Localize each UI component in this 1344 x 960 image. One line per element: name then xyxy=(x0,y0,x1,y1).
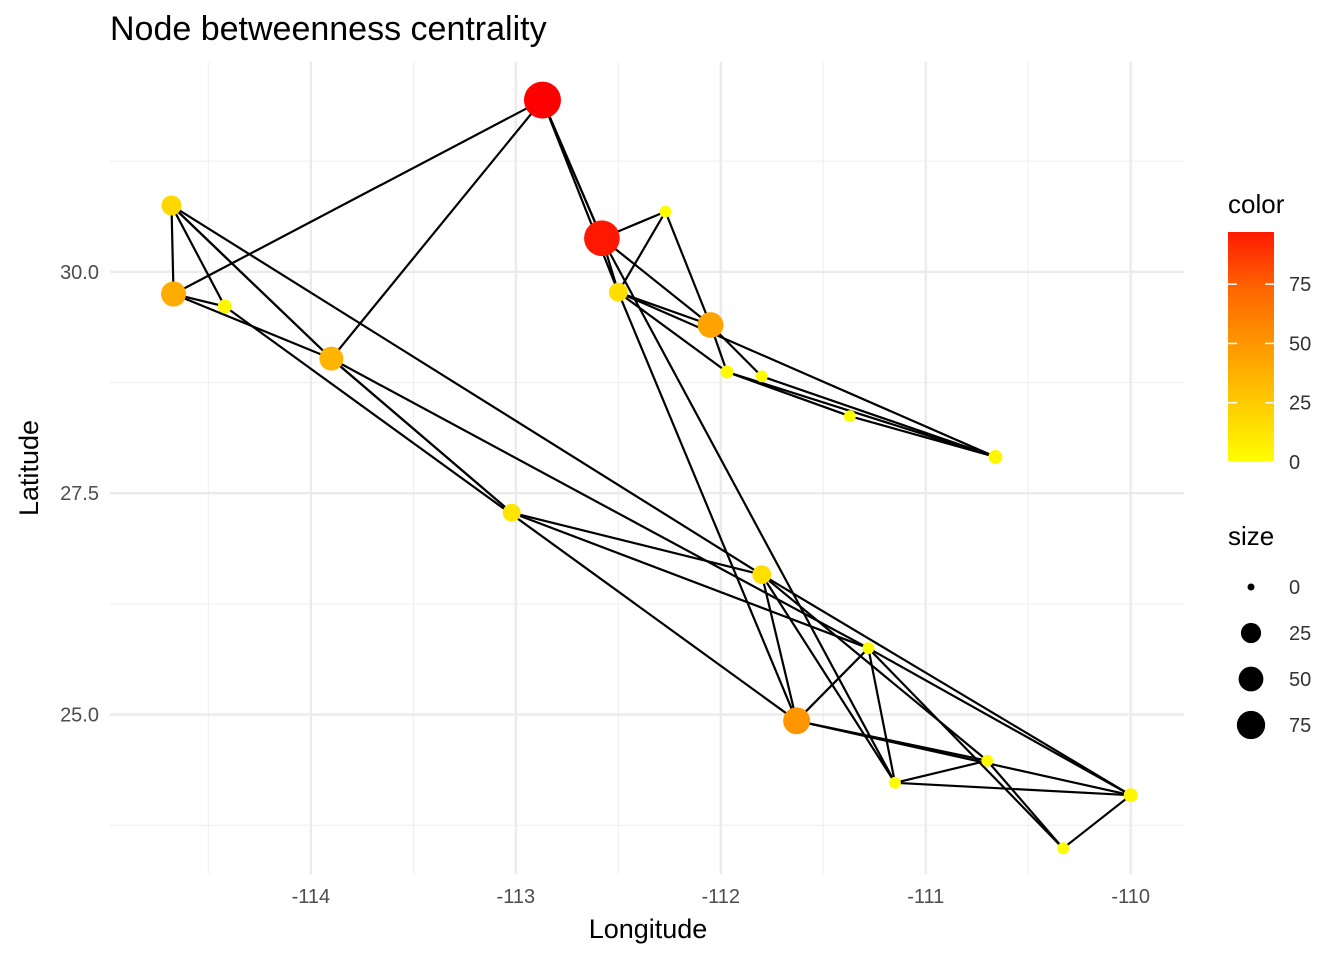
size-legend-title: size xyxy=(1228,521,1274,551)
x-tick-labels: -114 -113 -112 -111 -110 xyxy=(292,886,1150,908)
edge xyxy=(867,647,897,784)
x-tick-label: -112 xyxy=(702,886,741,908)
edge xyxy=(617,291,798,722)
edge xyxy=(760,574,896,784)
node-point xyxy=(720,365,734,379)
node-point xyxy=(755,370,768,383)
edge xyxy=(330,357,513,514)
colorbar-tick-label: 0 xyxy=(1289,452,1300,474)
node-point xyxy=(862,642,875,655)
color-legend-title: color xyxy=(1228,189,1285,219)
edge xyxy=(986,759,1064,850)
node-point xyxy=(160,281,187,307)
edge xyxy=(617,211,667,293)
edge xyxy=(894,759,988,784)
colorbar-tick-label: 75 xyxy=(1289,274,1311,296)
colorbar-tick-label: 50 xyxy=(1289,333,1311,355)
edge xyxy=(173,99,543,295)
nodes xyxy=(160,81,1138,855)
edge xyxy=(617,291,728,373)
node-point xyxy=(1057,842,1069,855)
size-legend: 0 25 50 75 xyxy=(1236,577,1311,740)
node-point xyxy=(659,205,672,218)
x-tick-label: -113 xyxy=(497,886,536,908)
edge xyxy=(170,205,175,295)
colorbar xyxy=(1228,232,1274,462)
edge xyxy=(796,719,1131,797)
node-point xyxy=(502,503,521,522)
colorbar-ticks: 0 25 50 75 xyxy=(1228,274,1311,474)
grid xyxy=(110,62,1184,874)
node-point xyxy=(988,449,1003,464)
edge xyxy=(170,204,226,307)
node-point xyxy=(217,299,232,314)
node-point xyxy=(752,565,772,585)
y-tick-labels: 30.0 27.5 25.0 xyxy=(60,262,99,727)
size-legend-key xyxy=(1247,583,1255,591)
edge xyxy=(1062,794,1132,850)
size-legend-key xyxy=(1236,710,1266,740)
edge xyxy=(726,370,996,458)
edge xyxy=(760,574,798,722)
y-tick-label: 25.0 xyxy=(60,705,99,727)
size-legend-label: 0 xyxy=(1289,577,1300,599)
y-tick-label: 27.5 xyxy=(60,483,99,505)
chart-title: Node betweenness centrality xyxy=(110,10,547,48)
edge xyxy=(511,511,763,576)
size-legend-key xyxy=(1238,666,1264,692)
colorbar-tick-label: 25 xyxy=(1289,393,1311,415)
node-point xyxy=(889,776,901,789)
size-legend-key xyxy=(1240,622,1262,644)
node-point xyxy=(523,81,561,119)
edge xyxy=(170,204,763,576)
edges xyxy=(170,99,1132,850)
legend: color 0 25 50 75 size 0 25 50 75 xyxy=(1228,189,1311,740)
edge xyxy=(170,204,333,360)
x-axis-title: Longitude xyxy=(589,914,708,944)
size-legend-label: 75 xyxy=(1289,715,1311,737)
edge xyxy=(867,647,1064,850)
node-point xyxy=(783,707,811,735)
edge xyxy=(511,511,869,650)
size-legend-label: 50 xyxy=(1289,669,1311,691)
y-axis-title: Latitude xyxy=(14,420,44,516)
edge xyxy=(330,99,544,360)
node-point xyxy=(1123,788,1138,803)
node-point xyxy=(319,346,344,371)
node-point xyxy=(161,195,182,216)
edge xyxy=(795,647,870,722)
edge xyxy=(600,237,896,784)
node-point xyxy=(697,312,724,338)
edge xyxy=(617,291,996,458)
x-tick-label: -111 xyxy=(907,886,944,908)
y-tick-label: 30.0 xyxy=(60,262,99,284)
x-tick-label: -114 xyxy=(292,886,331,908)
edge xyxy=(541,99,620,293)
node-point xyxy=(843,410,856,423)
edge xyxy=(761,573,1132,797)
edge xyxy=(601,237,712,326)
node-point xyxy=(608,282,628,302)
edge xyxy=(664,211,712,326)
node-point xyxy=(981,754,994,767)
edge xyxy=(867,647,1132,797)
edge xyxy=(330,357,869,650)
node-point xyxy=(584,220,620,257)
x-tick-label: -110 xyxy=(1111,886,1150,908)
size-legend-label: 25 xyxy=(1289,623,1311,645)
